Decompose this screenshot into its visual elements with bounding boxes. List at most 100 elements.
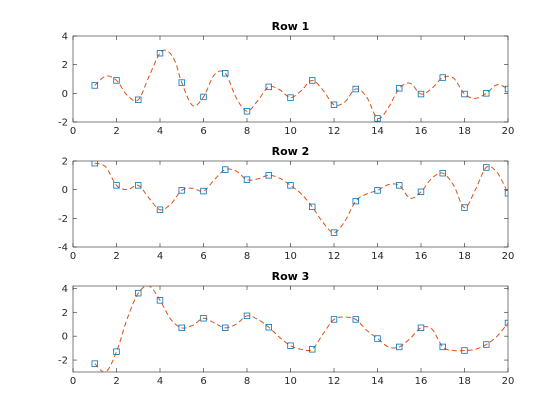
data-point xyxy=(156,206,164,213)
chart-title: Row 1 xyxy=(272,20,310,33)
data-point xyxy=(504,85,508,93)
y-tick-label: -4 xyxy=(58,243,68,254)
x-tick-label: 6 xyxy=(200,251,206,262)
y-tick-label: 2 xyxy=(62,308,68,319)
data-point xyxy=(374,187,381,194)
x-tick-label: 10 xyxy=(284,126,297,137)
data-point xyxy=(374,335,381,342)
x-tick-label: 10 xyxy=(284,376,297,387)
x-tick-label: 8 xyxy=(244,126,250,137)
data-point xyxy=(483,90,490,97)
x-tick-label: 8 xyxy=(244,251,250,262)
x-tick-label: 12 xyxy=(328,376,341,387)
x-tick-label: 20 xyxy=(502,376,515,387)
data-point xyxy=(243,108,251,115)
data-point xyxy=(396,343,403,351)
data-point xyxy=(330,229,338,236)
data-point xyxy=(222,166,229,173)
data-point xyxy=(396,182,403,189)
x-tick-label: 20 xyxy=(502,126,515,137)
data-point xyxy=(200,93,207,101)
y-tick-label: -2 xyxy=(58,214,68,225)
x-tick-label: 14 xyxy=(371,126,384,137)
data-point xyxy=(91,360,98,367)
data-point xyxy=(309,346,316,353)
data-point xyxy=(439,169,446,177)
data-point xyxy=(178,187,185,194)
data-point xyxy=(113,77,120,84)
data-point xyxy=(222,70,229,77)
axes-box xyxy=(72,35,509,123)
data-point xyxy=(439,343,446,351)
x-tick-label: 18 xyxy=(458,251,471,262)
data-point xyxy=(483,341,490,348)
interpolated-line xyxy=(94,286,508,372)
x-tick-label: 14 xyxy=(371,376,384,387)
y-tick-label: -2 xyxy=(58,356,68,367)
x-tick-label: 2 xyxy=(113,376,119,387)
x-tick-label: 20 xyxy=(502,251,515,262)
x-tick-label: 4 xyxy=(157,251,163,262)
data-point xyxy=(287,342,294,349)
data-point xyxy=(352,85,359,93)
x-tick-label: 16 xyxy=(415,126,428,137)
data-point xyxy=(113,348,120,355)
data-point xyxy=(243,312,251,320)
data-point xyxy=(135,289,142,297)
x-tick-label: 4 xyxy=(157,376,163,387)
chart-title: Row 3 xyxy=(272,270,310,283)
data-point xyxy=(265,324,272,331)
x-tick-label: 6 xyxy=(200,126,206,137)
data-point xyxy=(287,94,294,101)
data-point xyxy=(135,182,142,189)
data-point xyxy=(461,347,468,354)
x-tick-label: 0 xyxy=(70,376,76,387)
x-tick-label: 18 xyxy=(458,126,471,137)
x-tick-label: 6 xyxy=(200,376,206,387)
x-tick-label: 0 xyxy=(70,251,76,262)
x-tick-label: 14 xyxy=(371,251,384,262)
x-tick-label: 16 xyxy=(415,251,428,262)
data-point xyxy=(483,164,490,171)
y-tick-label: 0 xyxy=(62,89,68,100)
data-point xyxy=(417,188,425,196)
x-tick-label: 0 xyxy=(70,126,76,137)
plot-area xyxy=(91,161,508,236)
data-point xyxy=(417,324,425,332)
data-point xyxy=(439,74,446,81)
y-tick-label: 2 xyxy=(62,157,68,168)
data-point xyxy=(461,90,468,98)
data-point xyxy=(309,77,316,84)
data-point xyxy=(461,204,468,211)
data-point xyxy=(178,324,185,332)
x-tick-label: 2 xyxy=(113,126,119,137)
data-point xyxy=(330,101,338,108)
x-tick-label: 8 xyxy=(244,376,250,387)
data-point xyxy=(243,176,251,183)
y-tick-label: 0 xyxy=(62,332,68,343)
x-tick-label: 16 xyxy=(415,376,428,387)
y-tick-label: 0 xyxy=(62,185,68,196)
chart-title: Row 2 xyxy=(272,145,310,158)
data-point xyxy=(91,82,98,89)
data-point xyxy=(330,316,338,323)
x-tick-label: 18 xyxy=(458,376,471,387)
data-point xyxy=(200,315,207,322)
data-point xyxy=(352,316,359,323)
x-tick-label: 12 xyxy=(328,251,341,262)
plot-area xyxy=(91,286,508,372)
x-tick-label: 2 xyxy=(113,251,119,262)
plot-area xyxy=(91,49,508,122)
y-tick-label: 4 xyxy=(62,284,68,295)
y-tick-label: 4 xyxy=(62,32,68,43)
data-point xyxy=(504,190,508,197)
data-point xyxy=(374,115,381,122)
axes-box xyxy=(72,285,509,373)
data-point xyxy=(200,187,207,195)
y-tick-label: -2 xyxy=(58,118,68,129)
data-point xyxy=(287,182,294,189)
data-point xyxy=(309,203,316,211)
